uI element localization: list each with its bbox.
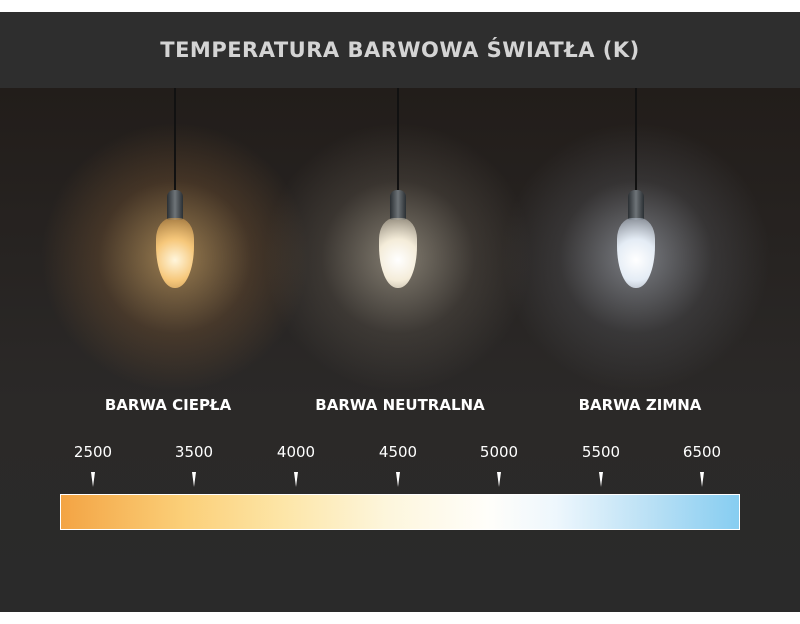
tick-label: 5000 <box>479 443 519 461</box>
infographic: TEMPERATURA BARWOWA ŚWIATŁA (K) BARWA CI… <box>0 12 800 612</box>
bulb-cord <box>397 88 399 192</box>
category-warm: BARWA CIEPŁA <box>104 396 232 414</box>
tick-marker <box>294 472 298 487</box>
tick-marker <box>192 472 196 487</box>
tick-label: 2500 <box>73 443 113 461</box>
tick-marker <box>91 472 95 487</box>
tick-label: 4000 <box>276 443 316 461</box>
category-cold: BARWA ZIMNA <box>578 396 702 414</box>
tick-label: 6500 <box>682 443 722 461</box>
category-neutral: BARWA NEUTRALNA <box>315 396 485 414</box>
tick-label: 4500 <box>378 443 418 461</box>
bulb-cord <box>174 88 176 192</box>
color-temperature-gradient-bar <box>60 494 740 530</box>
warm-bulb-icon <box>156 218 194 288</box>
page-title: TEMPERATURA BARWOWA ŚWIATŁA (K) <box>160 38 640 62</box>
bulb-socket <box>628 190 644 220</box>
bulb-socket <box>167 190 183 220</box>
tick-marker <box>497 472 501 487</box>
tick-label: 5500 <box>581 443 621 461</box>
neutral-bulb-icon <box>379 218 417 288</box>
bulb-socket <box>390 190 406 220</box>
tick-marker <box>599 472 603 487</box>
tick-marker <box>700 472 704 487</box>
tick-label: 3500 <box>174 443 214 461</box>
bulb-cord <box>635 88 637 192</box>
tick-marker <box>396 472 400 487</box>
header-band <box>0 12 800 88</box>
cold-bulb-icon <box>617 218 655 288</box>
